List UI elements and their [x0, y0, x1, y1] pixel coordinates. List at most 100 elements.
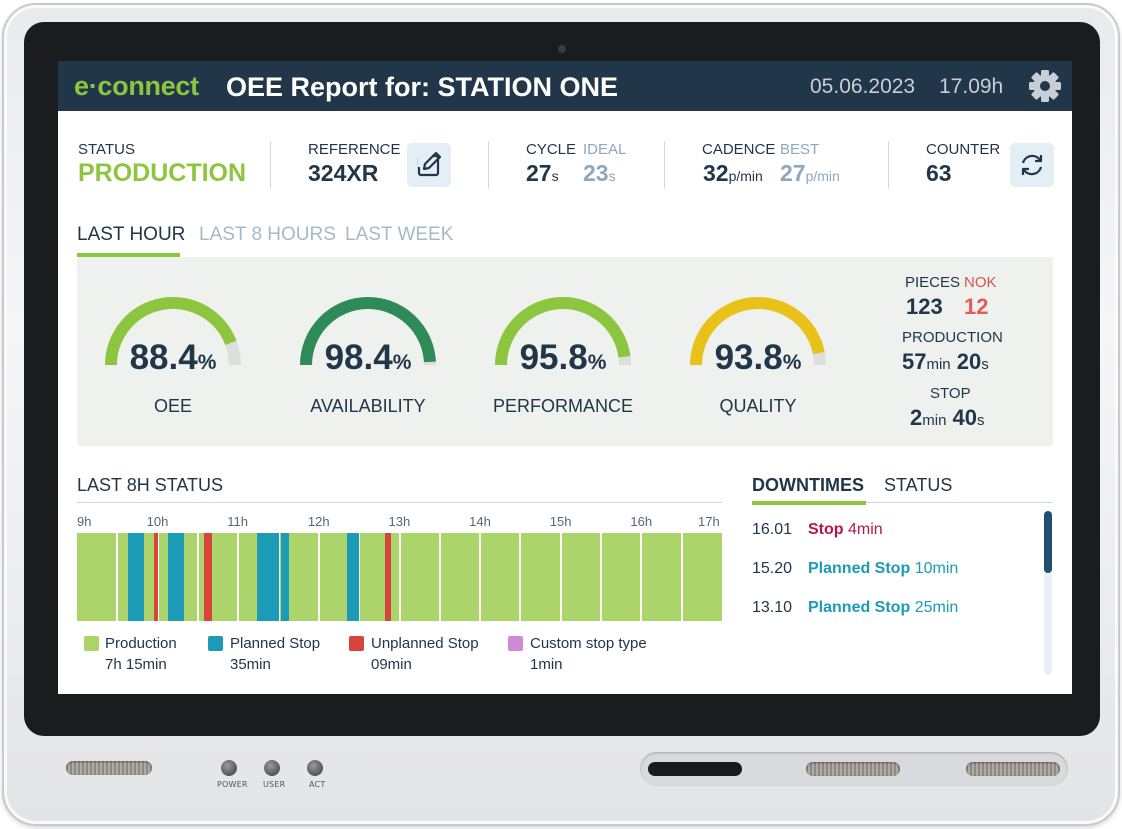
- logo: e·connect: [74, 71, 199, 101]
- status-timeline: [77, 533, 722, 621]
- timeline-segment-planned[interactable]: [280, 533, 290, 621]
- timeline-segment-planned[interactable]: [256, 533, 279, 621]
- ideal-value: 23s: [583, 160, 616, 186]
- gauge-arc: [300, 297, 436, 366]
- legend-production-duration: 7h 15min: [105, 656, 167, 673]
- divider: [664, 141, 665, 189]
- tab-last-hour[interactable]: LAST HOUR: [77, 224, 186, 245]
- nok-label: NOK: [964, 274, 997, 291]
- camera-icon: [558, 45, 566, 53]
- gauge-availability: 98.4% AVAILABILITY: [298, 295, 448, 416]
- hour-tick-label: 14h: [469, 514, 491, 529]
- legend-production: Production: [105, 635, 177, 652]
- hour-tick-label: 12h: [307, 514, 330, 529]
- speaker-grille-center: [806, 762, 900, 776]
- legend-planned: Planned Stop: [230, 635, 321, 652]
- gauge-arc: [105, 297, 241, 366]
- timeline-gridline: [640, 533, 643, 621]
- legend-swatch-unplanned: [349, 636, 364, 651]
- timeline-gridline: [680, 533, 683, 621]
- speaker-grille-left: [66, 761, 152, 775]
- pieces-value: 123: [906, 294, 943, 319]
- downtime-entry[interactable]: Stop 4min: [808, 521, 883, 538]
- edit-reference-button[interactable]: [407, 143, 451, 187]
- legend-swatch-custom: [508, 636, 523, 651]
- hour-tick-label: 17h: [698, 514, 720, 529]
- timeline-gridline: [438, 533, 441, 621]
- reference-label: REFERENCE: [308, 141, 401, 158]
- screen: e·connect OEE Report for: STATION ONE 05…: [58, 61, 1072, 694]
- oee-panel: 88.4% OEE 98.4% AVAILABILITY 95.8% PERFO…: [77, 257, 1053, 446]
- divider: [752, 502, 1053, 503]
- downtime-entry[interactable]: Planned Stop 25min: [808, 599, 959, 616]
- timeline-gridline: [317, 533, 320, 621]
- gauge-label: QUALITY: [719, 396, 797, 416]
- status-chart-title: LAST 8H STATUS: [77, 475, 224, 495]
- tab-downtimes[interactable]: DOWNTIMES: [752, 475, 864, 495]
- timeline-gridline: [358, 533, 361, 621]
- counter-label: COUNTER: [926, 141, 1001, 158]
- edit-icon: [417, 151, 442, 177]
- legend-unplanned: Unplanned Stop: [371, 635, 479, 652]
- divider: [888, 141, 889, 189]
- cycle-label: CYCLE: [526, 141, 577, 158]
- downtime-entry[interactable]: Planned Stop 10min: [808, 560, 959, 577]
- timeline-gridline: [519, 533, 522, 621]
- timeline-gridline: [600, 533, 603, 621]
- settings-button[interactable]: [1028, 69, 1062, 103]
- gear-icon: [1029, 70, 1061, 102]
- gauge-label: AVAILABILITY: [310, 396, 426, 416]
- timeline-segment-unplanned[interactable]: [153, 533, 159, 621]
- counter-value: 63: [926, 160, 952, 186]
- production-label: PRODUCTION: [902, 329, 1003, 346]
- stop-label: STOP: [930, 385, 971, 402]
- tab-status[interactable]: STATUS: [884, 475, 953, 495]
- downtime-time: 13.10: [752, 599, 793, 616]
- downtimes-scrollbar[interactable]: [1044, 511, 1052, 675]
- gauge-arc: [495, 297, 631, 366]
- legend-unplanned-duration: 09min: [371, 656, 412, 673]
- header-date: 05.06.2023: [810, 75, 916, 98]
- status-label: STATUS: [78, 141, 135, 158]
- downtime-time: 16.01: [752, 521, 793, 538]
- timeline-segment-planned[interactable]: [347, 533, 360, 621]
- active-tab-indicator: [77, 253, 180, 257]
- timeline-segment-unplanned[interactable]: [384, 533, 392, 621]
- downtime-time: 15.20: [752, 560, 793, 577]
- legend-custom-duration: 1min: [530, 656, 563, 673]
- timeline-gridline: [398, 533, 401, 621]
- gauge-performance: 95.8% PERFORMANCE: [493, 295, 643, 416]
- cadence-label: CADENCE: [702, 141, 776, 158]
- legend-swatch-planned: [208, 636, 223, 651]
- timeline-segment-planned[interactable]: [168, 533, 185, 621]
- ideal-label: IDEAL: [583, 141, 627, 158]
- refresh-icon: [1021, 154, 1043, 176]
- hour-tick-label: 15h: [549, 514, 572, 529]
- timeline-segment-planned[interactable]: [127, 533, 144, 621]
- gauge-arc: [690, 296, 826, 366]
- gauge-value: 98.4%: [324, 338, 412, 377]
- act-led: [307, 760, 323, 776]
- app-header: e·connect OEE Report for: STATION ONE 05…: [58, 61, 1072, 111]
- gauge-value: 88.4%: [129, 338, 217, 377]
- timeline-gridline: [196, 533, 199, 621]
- gauge-value: 95.8%: [519, 338, 607, 377]
- speaker-grille-right: [966, 762, 1060, 776]
- active-tab-indicator: [752, 501, 866, 505]
- timeline-gridline: [479, 533, 482, 621]
- tab-last-8-hours[interactable]: LAST 8 HOURS: [199, 224, 336, 245]
- legend-custom: Custom stop type: [530, 635, 647, 652]
- legend-planned-duration: 35min: [230, 656, 271, 673]
- gauge-label: OEE: [153, 396, 192, 416]
- legend-swatch-production: [84, 636, 99, 651]
- gauge-quality: 93.8% QUALITY: [688, 295, 838, 416]
- tab-last-week[interactable]: LAST WEEK: [345, 224, 454, 245]
- user-button[interactable]: [264, 760, 280, 776]
- power-button[interactable]: [221, 760, 237, 776]
- timeline-segment-unplanned[interactable]: [204, 533, 213, 621]
- cadence-value: 32p/min: [703, 160, 763, 186]
- divider: [77, 502, 722, 503]
- reset-counter-button[interactable]: [1010, 143, 1054, 187]
- scrollbar-thumb[interactable]: [1044, 511, 1052, 573]
- hour-tick-label: 13h: [388, 514, 411, 529]
